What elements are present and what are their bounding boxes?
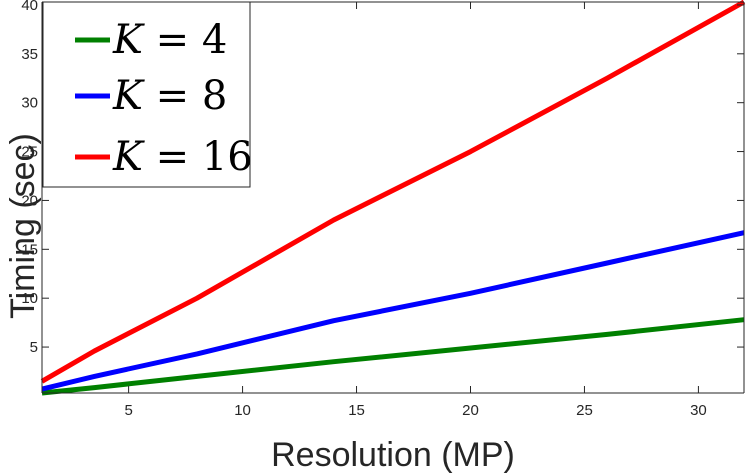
ticks: 5 10 15 20 25 30 5 10 15 20 25 30 35 40 xyxy=(21,0,744,419)
x-tick-label: 10 xyxy=(234,402,251,419)
series-line-3 xyxy=(40,0,746,384)
y-tick-label: 30 xyxy=(21,95,38,112)
y-tick-label: 5 xyxy=(30,339,38,356)
legend-entry-3: K = 16 xyxy=(112,134,253,180)
y-tick-label: 25 xyxy=(21,144,38,161)
x-tick-label: 20 xyxy=(462,402,479,419)
y-axis-label: Timing (sec) xyxy=(4,133,42,319)
x-tick-label: 15 xyxy=(348,402,365,419)
y-tick-label: 10 xyxy=(21,290,38,307)
legend-entry-1: K = 4 xyxy=(112,17,227,63)
x-axis-label: Resolution (MP) xyxy=(271,436,515,473)
x-tick-label: 5 xyxy=(124,402,132,419)
y-tick-label: 35 xyxy=(21,46,38,63)
x-tick-label: 30 xyxy=(690,402,707,419)
y-tick-label: 40 xyxy=(21,0,38,14)
series-line-1 xyxy=(41,317,745,396)
x-tick-label: 25 xyxy=(576,402,593,419)
y-tick-label: 20 xyxy=(21,192,38,209)
legend: K = 4 K = 8 K = 16 xyxy=(42,1,253,188)
series-line-2 xyxy=(41,230,745,392)
legend-entry-2: K = 8 xyxy=(112,73,227,119)
plot-lines xyxy=(40,0,746,396)
y-tick-label: 15 xyxy=(21,241,38,258)
